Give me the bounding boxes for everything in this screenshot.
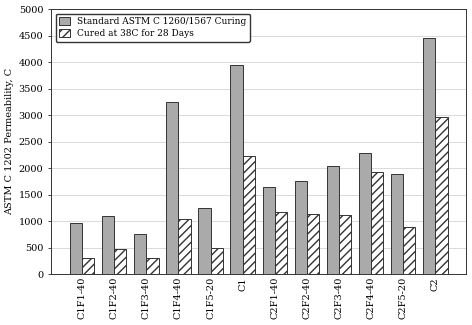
Bar — [391, 174, 403, 274]
Bar — [275, 212, 287, 274]
Bar — [243, 156, 255, 274]
Bar — [211, 248, 223, 274]
Bar — [295, 181, 307, 274]
Bar — [423, 38, 435, 274]
Bar — [327, 165, 339, 274]
Bar — [134, 234, 146, 274]
Bar — [307, 214, 319, 274]
Bar — [178, 219, 191, 274]
Bar — [198, 208, 211, 274]
Bar — [114, 249, 126, 274]
Bar — [371, 172, 383, 274]
Bar — [339, 215, 351, 274]
Y-axis label: ASTM C 1202 Permeability, C: ASTM C 1202 Permeability, C — [6, 68, 15, 215]
Bar — [102, 216, 114, 274]
Bar — [166, 102, 178, 274]
Bar — [435, 117, 447, 274]
Bar — [230, 65, 243, 274]
Bar — [146, 258, 159, 274]
Bar — [82, 258, 94, 274]
Bar — [403, 227, 415, 274]
Legend: Standard ASTM C 1260/1567 Curing, Cured at 38C for 28 Days: Standard ASTM C 1260/1567 Curing, Cured … — [56, 14, 250, 42]
Bar — [70, 223, 82, 274]
Bar — [262, 187, 275, 274]
Bar — [359, 153, 371, 274]
